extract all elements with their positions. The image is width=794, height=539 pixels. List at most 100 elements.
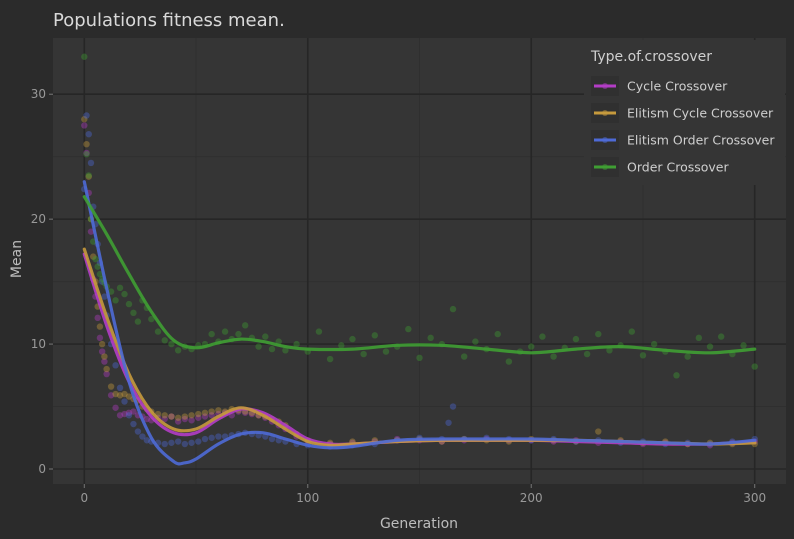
data-point	[208, 434, 215, 441]
y-axis-title: Mean	[9, 240, 25, 278]
data-point	[255, 343, 262, 350]
data-point	[449, 403, 457, 410]
data-point	[161, 440, 168, 448]
data-point	[528, 343, 535, 350]
data-point	[125, 412, 133, 419]
data-point	[268, 345, 276, 353]
data-point	[371, 332, 379, 339]
data-point	[121, 410, 128, 418]
data-point	[706, 343, 714, 350]
data-point	[416, 354, 423, 362]
data-point	[215, 407, 222, 414]
data-point	[195, 414, 202, 421]
series-line	[82, 180, 757, 466]
data-point	[181, 413, 189, 420]
data-point	[262, 333, 269, 340]
series-line	[82, 195, 757, 355]
data-point	[130, 408, 137, 415]
y-tick-label: 10	[31, 337, 46, 351]
data-point	[181, 415, 189, 423]
x-axis-ticks: 0 100 200 300	[80, 484, 766, 505]
smooth-lines	[82, 180, 757, 466]
data-point	[148, 315, 155, 323]
data-point	[130, 309, 137, 317]
legend-key-point	[602, 137, 608, 143]
data-point	[112, 404, 119, 411]
data-point	[201, 435, 209, 443]
data-point	[595, 428, 602, 435]
data-point	[125, 300, 133, 308]
data-point	[201, 413, 209, 420]
data-point	[107, 383, 115, 390]
data-point	[650, 340, 658, 348]
data-point	[112, 362, 119, 369]
x-axis-title: Generation	[380, 516, 458, 532]
x-tick-label: 300	[743, 491, 766, 505]
data-point	[92, 255, 99, 263]
data-point	[116, 384, 124, 392]
data-point	[81, 116, 88, 123]
data-point	[188, 417, 195, 424]
data-point	[121, 290, 128, 298]
legend-key-point	[602, 164, 608, 170]
data-point	[215, 433, 222, 440]
data-point	[606, 347, 613, 354]
legend: Type.of.crossover Cycle Crossover Elitism…	[584, 40, 785, 185]
data-point	[360, 350, 367, 358]
data-point	[174, 438, 182, 445]
y-tick-label: 20	[31, 212, 46, 226]
data-point	[684, 353, 691, 360]
data-point	[94, 314, 101, 322]
data-point	[201, 409, 209, 416]
data-point	[134, 428, 142, 435]
data-point	[121, 390, 128, 398]
y-tick-label: 0	[38, 462, 46, 476]
data-point	[550, 353, 557, 360]
data-point	[121, 398, 128, 405]
data-point	[195, 438, 202, 445]
data-point	[101, 353, 108, 360]
data-point	[583, 350, 591, 358]
data-point	[112, 390, 119, 398]
data-point	[107, 288, 115, 295]
data-point	[98, 348, 106, 355]
data-point	[208, 330, 215, 338]
data-point	[161, 337, 168, 344]
data-point	[125, 393, 133, 400]
legend-label: Cycle Crossover	[627, 79, 728, 94]
data-point	[83, 140, 90, 148]
data-point	[208, 408, 215, 415]
legend-key-point	[602, 83, 608, 89]
y-axis-ticks: 0 10 20 30	[31, 87, 53, 476]
data-point	[405, 325, 412, 333]
data-point	[427, 334, 434, 342]
data-point	[751, 363, 758, 370]
data-point	[107, 392, 115, 399]
data-point	[81, 53, 88, 60]
data-point	[103, 365, 110, 373]
data-point	[449, 305, 457, 313]
data-point	[143, 415, 151, 423]
data-point	[382, 348, 390, 355]
data-point	[241, 409, 249, 416]
data-point	[673, 372, 680, 379]
x-tick-label: 0	[80, 491, 88, 505]
data-point	[161, 415, 168, 423]
data-point	[268, 435, 276, 443]
data-point	[494, 330, 501, 338]
data-point	[315, 328, 323, 335]
legend-items: Cycle Crossover Elitism Cycle Crossover El…	[591, 76, 775, 177]
legend-title: Type.of.crossover	[590, 49, 712, 65]
data-point	[572, 335, 580, 343]
data-point	[96, 334, 104, 342]
data-point	[740, 342, 747, 349]
data-point	[181, 440, 189, 448]
data-point	[174, 347, 182, 354]
data-point	[235, 330, 242, 338]
data-point	[116, 392, 124, 399]
data-point	[717, 333, 725, 340]
legend-label: Elitism Cycle Crossover	[627, 106, 774, 121]
data-point	[349, 335, 356, 343]
data-point	[101, 293, 108, 300]
legend-label: Elitism Order Crossover	[627, 133, 775, 148]
